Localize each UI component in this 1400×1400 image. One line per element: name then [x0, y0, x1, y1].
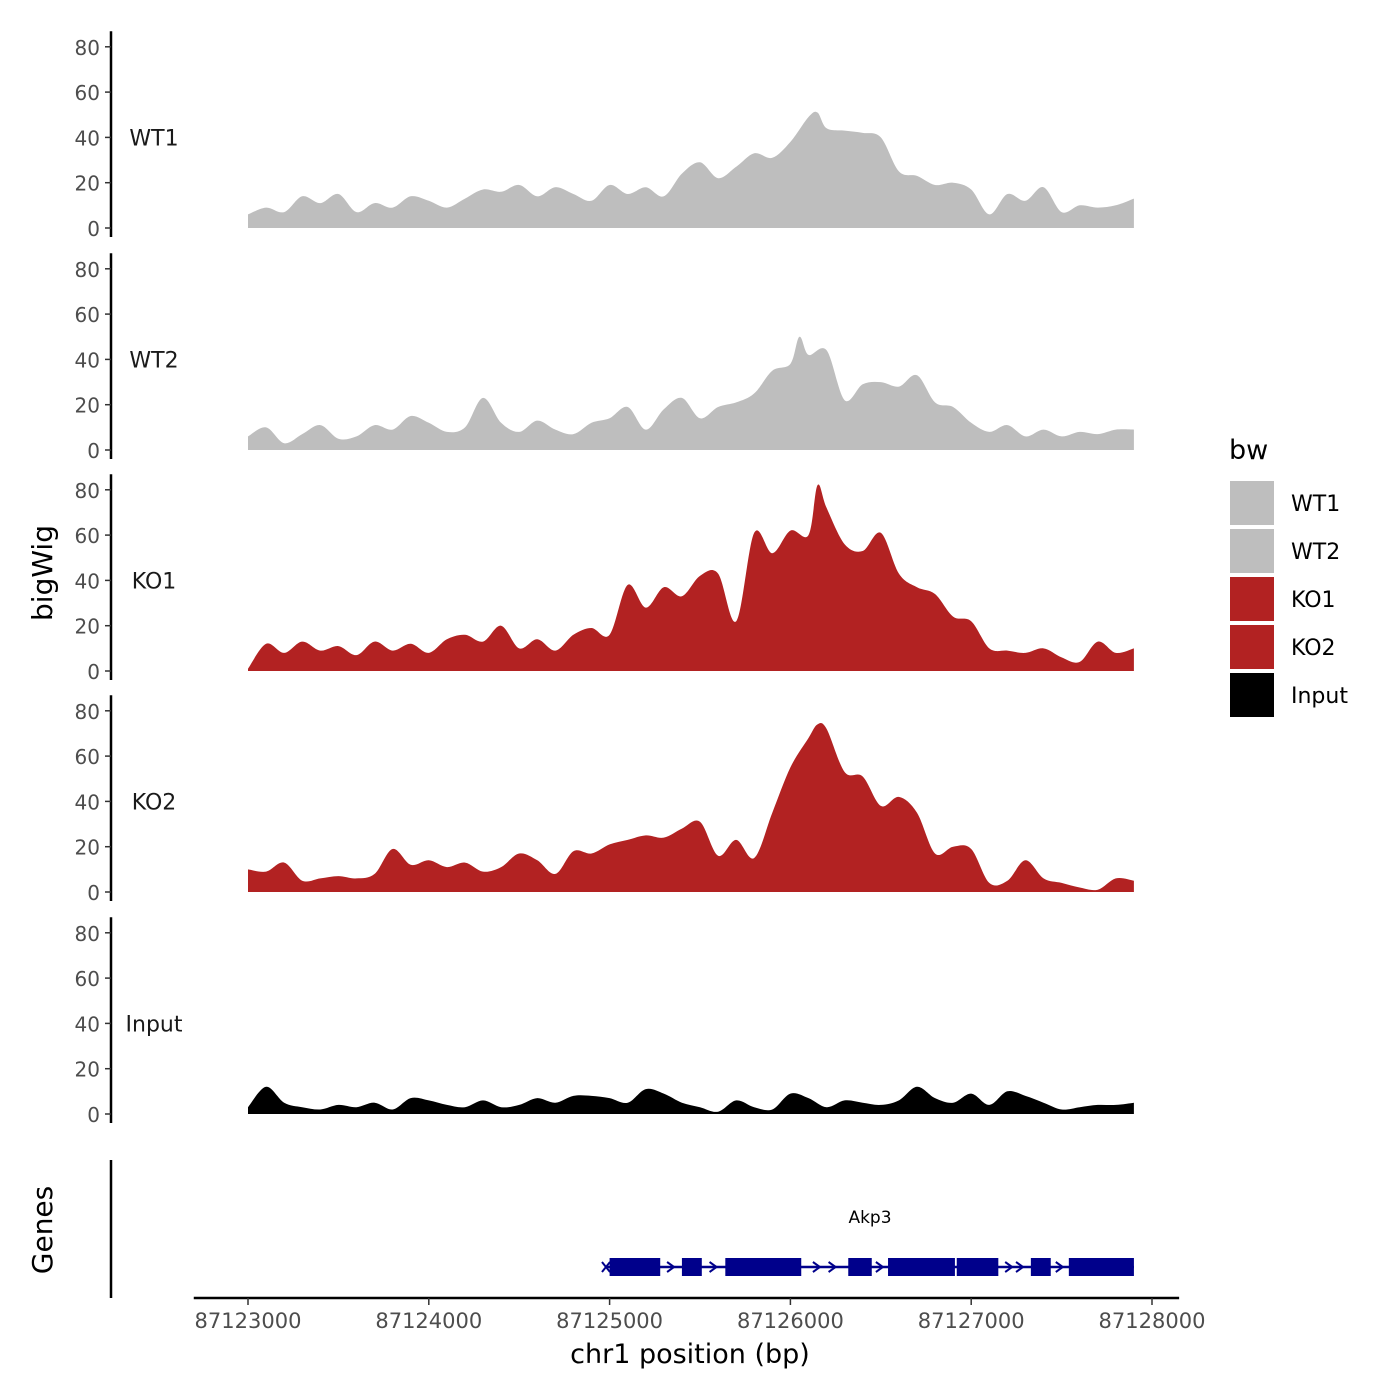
y-tick-label: 0	[87, 217, 100, 241]
legend: bw WT1 WT2 KO1 KO2 Input	[1228, 435, 1348, 719]
y-tick-label: 20	[75, 615, 100, 639]
strand-arrow	[812, 1261, 822, 1273]
signal-area-wt2	[248, 336, 1134, 450]
y-tick-label: 60	[75, 303, 100, 327]
y-tick-label: 0	[87, 439, 100, 463]
legend-label: KO2	[1291, 636, 1336, 661]
y-tick-label: 20	[75, 172, 100, 196]
y-tick-label: 60	[75, 81, 100, 105]
genes-axis-label: Genes	[26, 1186, 59, 1274]
y-tick-label: 20	[75, 1058, 100, 1082]
y-tick-label: 80	[75, 922, 100, 946]
x-axis-label: chr1 position (bp)	[570, 1339, 810, 1370]
y-axis-label: bigWig	[26, 525, 59, 621]
track-label: WT1	[129, 126, 178, 151]
x-tick-label: 87126000	[737, 1309, 844, 1333]
x-tick-label: 87128000	[1099, 1309, 1206, 1333]
track-ko1: 0 20 40 60 80 KO1	[75, 474, 1134, 684]
x-axis: 87123000 87124000 87125000 87126000 87127000…	[193, 1296, 1206, 1333]
track-input: 0 20 40 60 80 Input	[75, 917, 1134, 1127]
legend-label: KO1	[1291, 588, 1336, 613]
signal-area-ko2	[248, 723, 1134, 892]
y-tick-label: 20	[75, 836, 100, 860]
y-tick-label: 20	[75, 394, 100, 418]
gene-start-marker	[601, 1261, 611, 1273]
y-tick-label: 80	[75, 700, 100, 724]
gene-akp3: Akp3	[601, 1208, 1134, 1276]
legend-swatch	[1228, 479, 1276, 527]
y-tick-label: 0	[87, 881, 100, 905]
legend-entry-ko2: KO2	[1228, 623, 1336, 671]
track-wt1: 0 20 40 60 80 WT1	[75, 31, 1134, 241]
x-tick-label: 87124000	[375, 1309, 482, 1333]
x-tick-label: 87123000	[195, 1309, 302, 1333]
y-tick-label: 40	[75, 126, 100, 150]
legend-swatch	[1228, 575, 1276, 623]
legend-label: Input	[1291, 684, 1348, 709]
gene-track: Akp3	[109, 1160, 1134, 1298]
gene-name-label: Akp3	[848, 1208, 891, 1228]
track-label: KO1	[132, 569, 177, 594]
strand-arrow	[666, 1261, 676, 1273]
exon	[888, 1258, 955, 1276]
signal-area-wt1	[248, 111, 1134, 228]
legend-label: WT2	[1291, 540, 1340, 565]
y-tick-label: 40	[75, 348, 100, 372]
signal-tracks: 0 20 40 60 80 WT1 0 20 40 60 80 WT2 0 20 40 60 80 KO1 0 20 4…	[75, 31, 1134, 1127]
exon	[681, 1258, 702, 1276]
x-tick-label: 87125000	[556, 1309, 663, 1333]
y-tick-label: 80	[75, 479, 100, 503]
legend-entry-wt2: WT2	[1228, 527, 1340, 575]
exon	[848, 1258, 872, 1276]
track-label: WT2	[129, 348, 178, 373]
exon	[1068, 1258, 1134, 1276]
track-wt2: 0 20 40 60 80 WT2	[75, 253, 1134, 463]
y-tick-label: 80	[75, 258, 100, 282]
legend-swatch	[1228, 527, 1276, 575]
legend-title: bw	[1229, 435, 1268, 466]
strand-arrow	[1055, 1261, 1065, 1273]
strand-arrow	[708, 1261, 719, 1273]
exon	[1030, 1258, 1051, 1276]
signal-area-ko1	[248, 484, 1134, 671]
legend-label: WT1	[1291, 492, 1340, 517]
strand-arrow	[1004, 1261, 1014, 1273]
exon	[956, 1258, 999, 1276]
y-tick-label: 0	[87, 660, 100, 684]
y-tick-label: 60	[75, 745, 100, 769]
legend-entry-ko1: KO1	[1228, 575, 1336, 623]
y-tick-label: 60	[75, 967, 100, 991]
x-tick-label: 87127000	[918, 1309, 1025, 1333]
legend-entry-wt1: WT1	[1228, 479, 1340, 527]
exon	[725, 1258, 802, 1276]
track-label: KO2	[132, 790, 177, 815]
signal-area-input	[248, 1086, 1134, 1114]
y-tick-label: 60	[75, 524, 100, 548]
legend-entry-input: Input	[1228, 671, 1348, 719]
y-tick-label: 0	[87, 1103, 100, 1127]
exon	[609, 1258, 661, 1276]
y-tick-label: 40	[75, 1012, 100, 1036]
legend-swatch	[1228, 671, 1276, 719]
track-label: Input	[126, 1012, 183, 1037]
track-ko2: 0 20 40 60 80 KO2	[75, 695, 1134, 905]
strand-arrow	[1015, 1261, 1025, 1273]
y-tick-label: 40	[75, 790, 100, 814]
y-tick-label: 40	[75, 569, 100, 593]
strand-arrow	[828, 1261, 838, 1273]
legend-swatch	[1228, 623, 1276, 671]
y-tick-label: 80	[75, 36, 100, 60]
strand-arrow	[875, 1261, 885, 1273]
